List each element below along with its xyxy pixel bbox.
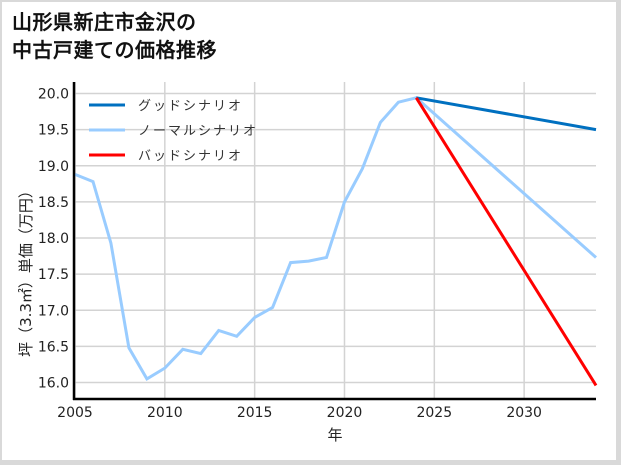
y-axis-label: 坪（3.3㎡）単価（万円）	[17, 183, 35, 357]
series-line-1	[74, 96, 597, 381]
y-tick-label: 16.0	[38, 376, 69, 392]
x-axis-label: 年	[327, 426, 342, 444]
y-tick-label: 18.5	[38, 195, 69, 211]
y-tick-label: 20.0	[38, 87, 69, 103]
x-tick-label: 2025	[416, 405, 452, 421]
series-line-0	[416, 96, 597, 132]
y-tick-label: 17.0	[38, 303, 69, 319]
x-tick-label: 2020	[327, 405, 363, 421]
y-tick-label: 19.0	[38, 159, 69, 175]
y-tick-label: 16.5	[38, 339, 69, 355]
chart-frame	[2, 2, 616, 460]
tick-labels: 2005 2010 2015 2020 2025 2030 16.0 16.5 17.0 17.5…	[38, 87, 542, 422]
x-tick-label: 2010	[147, 405, 183, 421]
chart-title: 山形県新庄市金沢の 中古戸建ての価格推移	[12, 8, 217, 64]
legend-label: ノーマルシナリオ	[138, 124, 258, 139]
gridlines	[74, 82, 596, 399]
x-tick-label: 2015	[237, 405, 273, 421]
legend-label: バッドシナリオ	[138, 149, 243, 164]
legend-label: グッドシナリオ	[138, 99, 243, 114]
x-tick-label: 2030	[506, 405, 542, 421]
series-lines	[74, 96, 598, 387]
axes	[72, 82, 596, 401]
y-tick-label: 18.0	[38, 231, 69, 247]
title-line-1: 山形県新庄市金沢の	[12, 10, 197, 34]
series-line-2	[415, 97, 598, 387]
title-line-2: 中古戸建ての価格推移	[12, 38, 217, 62]
x-tick-label: 2005	[57, 405, 93, 421]
y-tick-label: 17.5	[38, 267, 69, 283]
y-tick-label: 19.5	[38, 123, 69, 139]
